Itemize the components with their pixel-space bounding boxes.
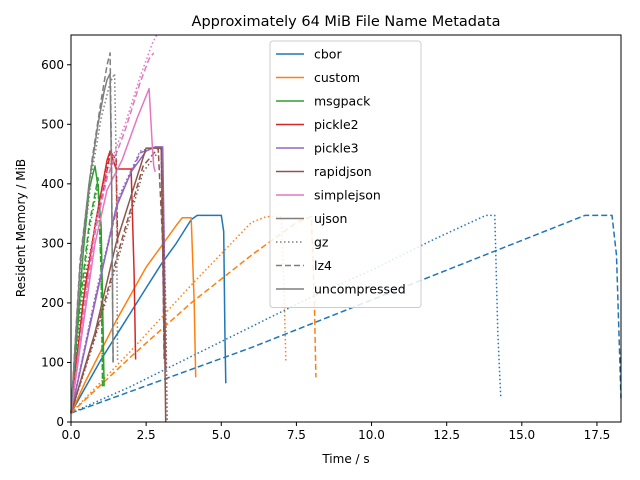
legend-label-cbor: cbor	[314, 47, 342, 62]
x-tick-label: 5.0	[212, 428, 231, 442]
legend-label-ujson: ujson	[314, 211, 347, 226]
legend-label-rapidjson: rapidjson	[314, 164, 372, 179]
legend-label-lz4: lz4	[314, 258, 332, 273]
y-tick-label: 0	[56, 415, 64, 429]
series-line-simplejson-uncompressed	[70, 87, 156, 414]
plot-frame	[70, 34, 622, 423]
x-tick-label: 12.5	[433, 428, 460, 442]
legend-label-pickle2: pickle2	[314, 117, 359, 132]
legend-label-custom: custom	[314, 70, 360, 85]
x-tick-label: 10.0	[358, 428, 385, 442]
y-tick-label: 500	[41, 117, 64, 131]
x-tick-label: 7.5	[287, 428, 306, 442]
legend-label-msgpack: msgpack	[314, 94, 371, 109]
legend-label-simplejson: simplejson	[314, 188, 381, 203]
x-tick-label: 15.0	[508, 428, 535, 442]
series-line-cbor-lz4	[70, 214, 622, 414]
legend-label-uncompressed: uncompressed	[314, 282, 406, 297]
y-tick-label: 200	[41, 296, 64, 310]
legend-box	[269, 40, 422, 308]
series-line-custom-uncompressed	[70, 217, 197, 414]
y-axis: 0 100 200 300 400 500 600	[41, 58, 71, 429]
series-line-rapidjson-lz4	[70, 147, 165, 414]
y-tick-label: 300	[41, 236, 64, 250]
series-line-ujson-gz	[70, 72, 119, 414]
series-line-msgpack-uncompressed	[70, 165, 105, 414]
y-tick-label: 400	[41, 177, 64, 191]
x-axis-label: Time / s	[321, 452, 369, 466]
legend: cbor custom msgpack pickle2 pickle3 rapidjson…	[269, 40, 422, 308]
x-tick-label: 2.5	[137, 428, 156, 442]
y-tick-label: 100	[41, 355, 64, 369]
series-line-simplejson-lz4	[70, 52, 155, 414]
legend-label-gz: gz	[314, 235, 329, 250]
x-tick-label: 17.5	[584, 428, 611, 442]
legend-label-pickle3: pickle3	[314, 141, 359, 156]
series-line-rapidjson-gz	[70, 147, 168, 423]
chart-title: Approximately 64 MiB File Name Metadata	[192, 14, 501, 30]
y-tick-label: 600	[41, 58, 64, 72]
y-axis-label: Resident Memory / MiB	[14, 159, 28, 297]
series-line-msgpack-lz4	[70, 177, 104, 414]
x-axis: 0.0 2.5 5.0 7.5 10.0 12.5 15.0 17.5	[61, 422, 610, 442]
x-tick-label: 0.0	[61, 428, 80, 442]
